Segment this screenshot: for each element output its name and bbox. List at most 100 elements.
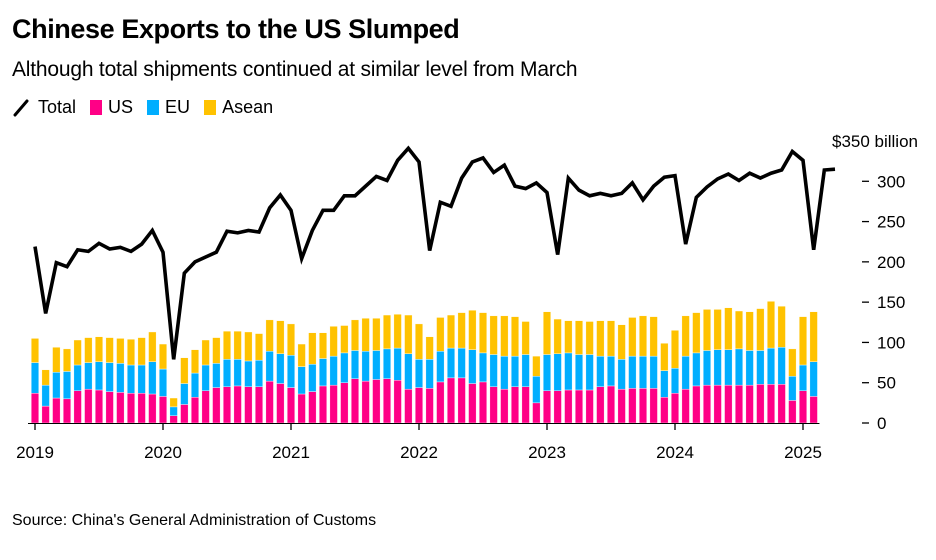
- bar-eu: [799, 364, 808, 391]
- y-tick-label: 250: [877, 213, 905, 232]
- bar-us: [126, 392, 135, 424]
- bar-eu: [468, 349, 477, 384]
- legend-item-eu: EU: [147, 97, 190, 118]
- bar-asean: [788, 348, 797, 377]
- bar-us: [553, 390, 562, 424]
- bar-eu: [404, 353, 413, 390]
- bar-asean: [543, 311, 552, 355]
- bar-us: [628, 388, 637, 424]
- bar-eu: [222, 359, 231, 387]
- bar-us: [788, 400, 797, 424]
- bar-asean: [425, 336, 434, 360]
- bar-us: [287, 387, 296, 424]
- bar-asean: [52, 347, 61, 373]
- bar-asean: [511, 316, 520, 357]
- bar-asean: [276, 320, 285, 354]
- bar-asean: [617, 324, 626, 360]
- bar-asean: [724, 307, 733, 350]
- y-tick-label: 100: [877, 333, 905, 352]
- bar-asean: [735, 310, 744, 350]
- bar-asean: [671, 330, 680, 369]
- bar-us: [639, 388, 648, 424]
- bar-asean: [692, 312, 701, 354]
- bar-asean: [308, 332, 317, 365]
- bar-us: [201, 390, 210, 424]
- bar-us: [575, 389, 584, 424]
- chart-subtitle: Although total shipments continued at si…: [12, 58, 578, 81]
- bar-asean: [703, 309, 712, 351]
- bar-asean: [41, 369, 50, 386]
- bar-us: [297, 393, 306, 424]
- bar-eu: [158, 368, 167, 397]
- bar-asean: [340, 325, 349, 354]
- y-tick-label: 200: [877, 253, 905, 272]
- x-tick-label: 2023: [528, 443, 566, 462]
- bar-us: [809, 396, 818, 424]
- bar-eu: [297, 366, 306, 395]
- bar-asean: [372, 318, 381, 351]
- bar-us: [447, 377, 456, 424]
- bar-us: [681, 388, 690, 424]
- legend-label-us: US: [108, 97, 134, 117]
- bar-us: [84, 388, 93, 424]
- bar-eu: [41, 384, 50, 407]
- bar-eu: [575, 354, 584, 391]
- bar-us: [212, 387, 221, 424]
- bar-asean: [116, 338, 125, 364]
- bar-eu: [361, 351, 370, 382]
- bar-group: [31, 301, 818, 424]
- bar-asean: [745, 311, 754, 351]
- bar-asean: [393, 314, 402, 349]
- bar-asean: [660, 343, 669, 371]
- bar-us: [190, 397, 199, 424]
- square-icon-eu: [147, 100, 160, 115]
- bar-asean: [383, 314, 392, 350]
- bar-eu: [511, 355, 520, 387]
- y-tick-label: 0: [877, 414, 886, 433]
- x-tick-label: 2022: [400, 443, 438, 462]
- bar-us: [94, 389, 103, 424]
- bar-eu: [436, 351, 445, 383]
- legend-item-total: Total: [12, 97, 76, 118]
- bar-asean: [681, 315, 690, 357]
- bar-us: [265, 380, 274, 424]
- bar-eu: [543, 354, 552, 391]
- bar-us: [564, 389, 573, 424]
- bar-asean: [94, 336, 103, 362]
- bar-us: [724, 384, 733, 424]
- bar-eu: [244, 360, 253, 387]
- bar-us: [63, 398, 72, 424]
- x-tick-label: 2020: [144, 443, 182, 462]
- bar-us: [233, 385, 242, 424]
- bar-eu: [329, 355, 338, 386]
- bar-eu: [148, 361, 157, 395]
- bar-asean: [148, 331, 157, 362]
- bar-asean: [809, 311, 818, 362]
- bar-eu: [52, 372, 61, 399]
- bar-asean: [607, 320, 616, 357]
- bar-us: [767, 384, 776, 424]
- bar-eu: [180, 383, 189, 405]
- bar-us: [308, 391, 317, 424]
- bar-eu: [553, 353, 562, 391]
- bar-eu: [788, 376, 797, 401]
- bar-asean: [169, 397, 178, 408]
- bar-us: [372, 379, 381, 424]
- y-axis: 0 50 100 150 200 250 300: [862, 172, 905, 433]
- bar-asean: [63, 348, 72, 372]
- bar-asean: [521, 321, 530, 355]
- bar-us: [436, 381, 445, 424]
- source-note: Source: China's General Administration o…: [12, 512, 377, 529]
- legend-label-asean: Asean: [222, 97, 274, 117]
- bar-eu: [126, 364, 135, 394]
- legend-label-total: Total: [38, 97, 77, 117]
- bar-asean: [468, 310, 477, 350]
- bar-eu: [713, 349, 722, 386]
- bar-eu: [31, 362, 40, 394]
- bar-asean: [244, 331, 253, 362]
- bar-asean: [596, 320, 605, 357]
- bar-asean: [361, 318, 370, 352]
- bar-asean: [756, 308, 765, 351]
- bar-us: [777, 384, 786, 424]
- bar-us: [340, 382, 349, 424]
